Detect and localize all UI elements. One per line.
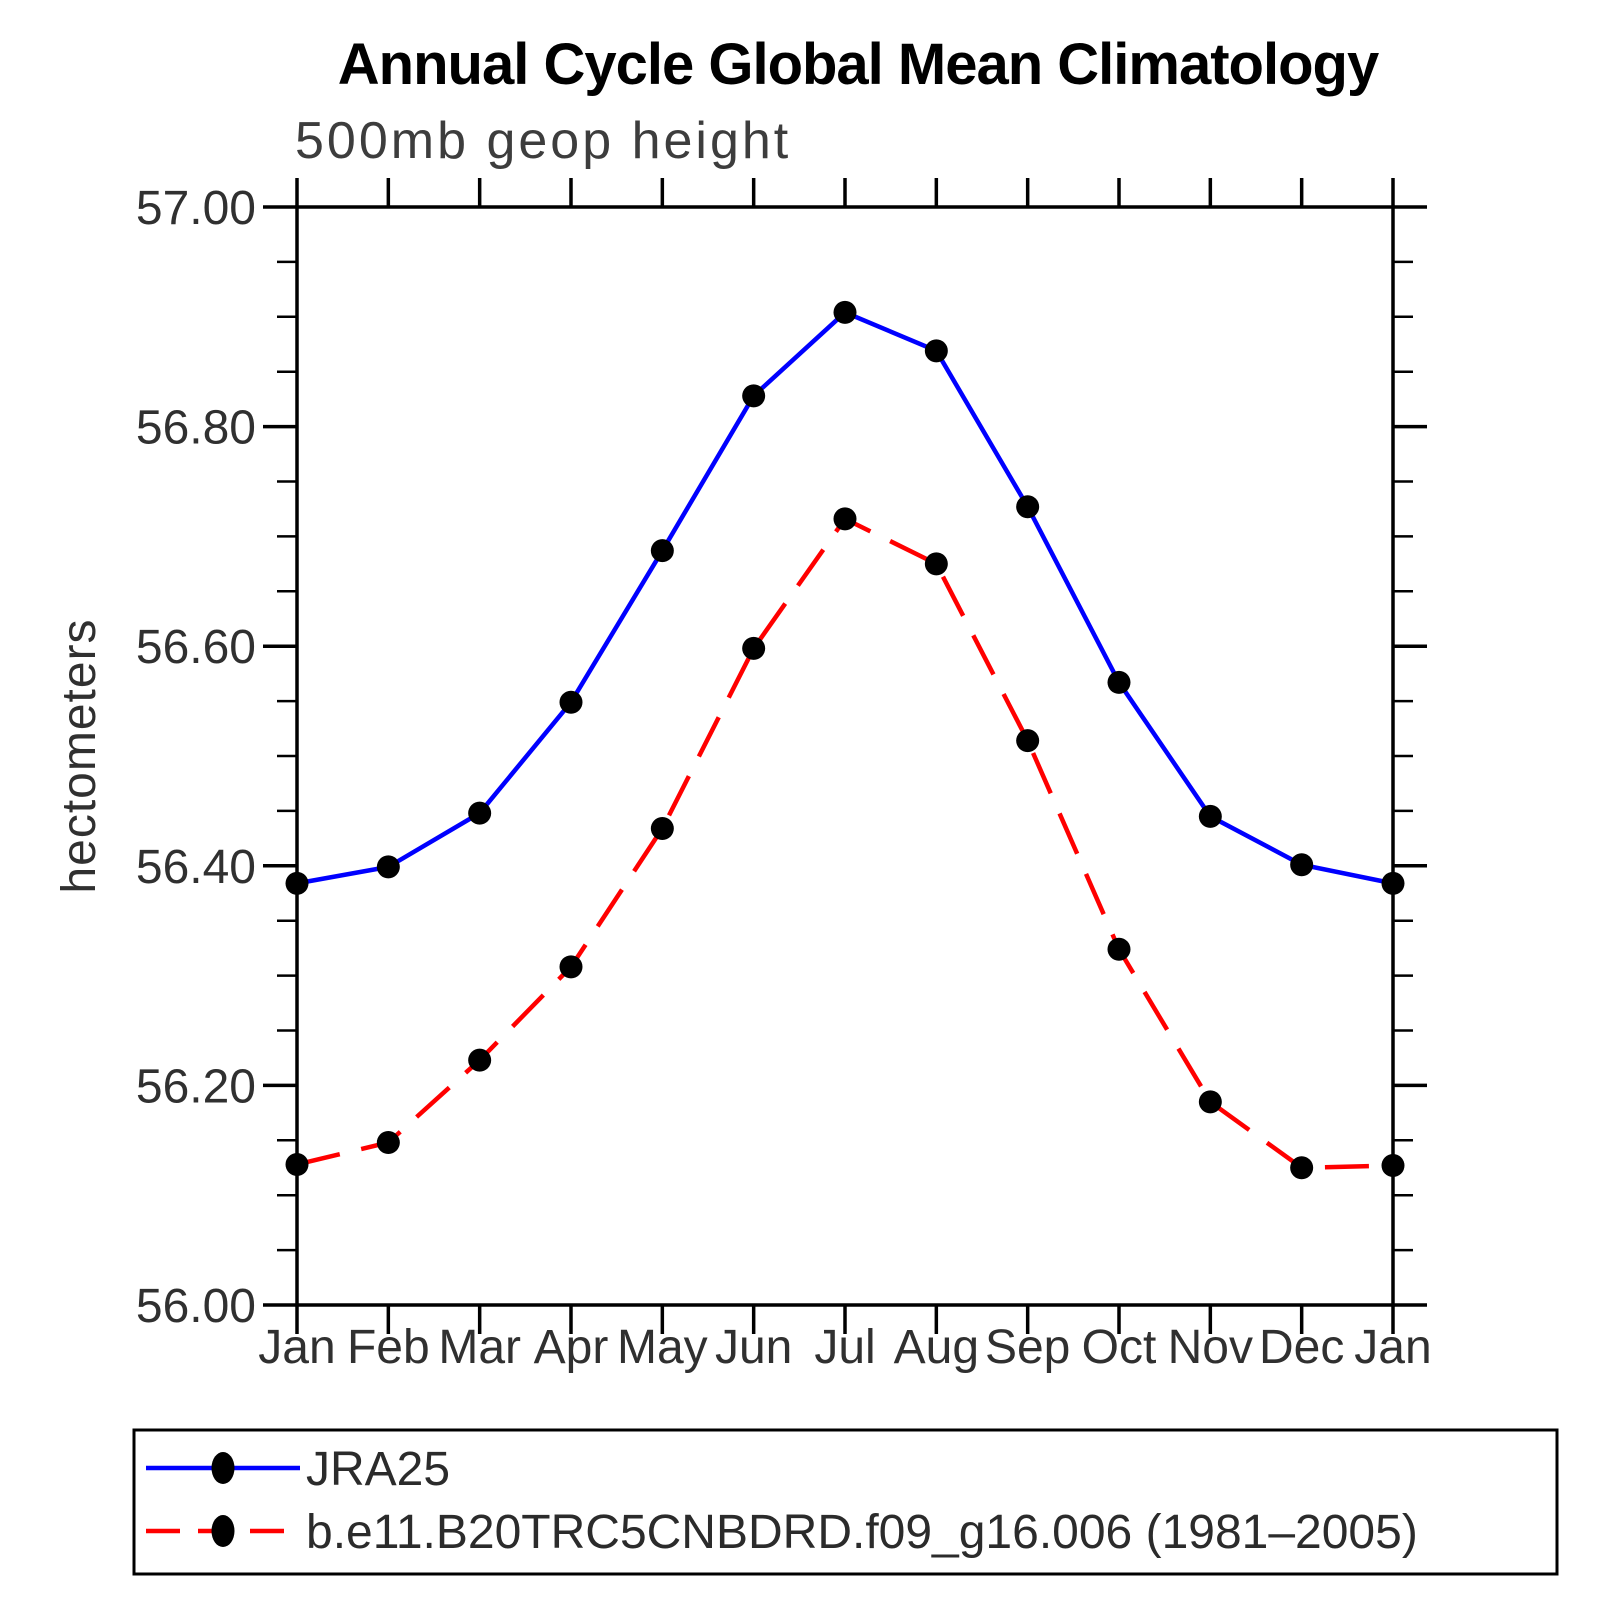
legend-marker-icon	[211, 1452, 235, 1484]
legend-label-jra25: JRA25	[306, 1443, 450, 1496]
x-tick-label: Jul	[814, 1321, 875, 1374]
data-point-marker-s0	[1016, 495, 1040, 519]
legend-label-model: b.e11.B20TRC5CNBDRD.f09_g16.006 (1981–20…	[306, 1506, 1418, 1559]
data-point-marker-s0	[833, 300, 857, 324]
data-point-marker-s0	[1290, 853, 1314, 877]
x-tick-label: Oct	[1082, 1321, 1157, 1374]
y-tick-label: 56.00	[136, 1280, 256, 1333]
data-point-marker-s0	[1107, 670, 1131, 694]
y-tick-label: 56.20	[136, 1060, 256, 1113]
data-point-marker-s1	[1290, 1156, 1314, 1180]
data-point-marker-s1	[468, 1048, 492, 1072]
legend-marker-icon	[211, 1515, 235, 1547]
data-point-marker-s1	[924, 552, 948, 576]
series-layer	[285, 300, 1405, 1180]
data-point-marker-s0	[559, 690, 583, 714]
data-point-marker-s0	[468, 801, 492, 825]
data-point-marker-s1	[833, 507, 857, 531]
series-line-0	[296, 309, 1394, 886]
x-tick-label: Mar	[438, 1321, 521, 1374]
page-title: Annual Cycle Global Mean Climatology	[338, 32, 1379, 97]
data-point-marker-s1	[285, 1152, 309, 1176]
data-point-marker-s1	[1381, 1154, 1405, 1178]
x-tick-label: Jan	[1354, 1321, 1431, 1374]
x-tick-label: Aug	[894, 1321, 979, 1374]
y-tick-label: 56.60	[136, 621, 256, 674]
legend-box	[132, 1428, 1559, 1576]
data-point-marker-s0	[1381, 871, 1405, 895]
legend: JRA25 b.e11.B20TRC5CNBDRD.f09_g16.006 (1…	[132, 1428, 1559, 1576]
data-point-marker-s1	[559, 955, 583, 979]
x-tick-label: Jun	[715, 1321, 792, 1374]
data-point-marker-s0	[742, 384, 766, 408]
x-tick-label: Nov	[1168, 1321, 1253, 1374]
chart-subtitle: 500mb geop height	[295, 112, 791, 170]
x-tick-label: Dec	[1259, 1321, 1344, 1374]
data-point-marker-s0	[285, 871, 309, 895]
data-point-marker-s1	[650, 816, 674, 840]
data-point-marker-s1	[1016, 729, 1040, 753]
legend-entry-model: b.e11.B20TRC5CNBDRD.f09_g16.006 (1981–20…	[146, 1506, 1418, 1559]
x-tick-label: Sep	[985, 1321, 1070, 1374]
y-tick-label: 56.80	[136, 402, 256, 455]
y-tick-label: 57.00	[136, 182, 256, 235]
x-tick-label: Apr	[534, 1321, 609, 1374]
x-tick-label: May	[617, 1321, 708, 1374]
data-point-marker-s1	[742, 636, 766, 660]
data-point-marker-s0	[1198, 804, 1222, 828]
data-point-marker-s1	[1198, 1090, 1222, 1114]
y-tick-label: 56.40	[136, 841, 256, 894]
y-axis-label: hectometers	[53, 618, 106, 893]
data-point-marker-s0	[924, 339, 948, 363]
plot-frame	[295, 205, 1395, 1307]
data-point-marker-s1	[376, 1130, 400, 1154]
data-point-marker-s1	[1107, 937, 1131, 961]
series-line-1	[296, 515, 1394, 1171]
data-point-marker-s0	[650, 539, 674, 563]
x-tick-label: Jan	[258, 1321, 335, 1374]
x-tick-label: Feb	[347, 1321, 430, 1374]
legend-entry-jra25: JRA25	[146, 1443, 450, 1496]
data-point-marker-s0	[376, 855, 400, 879]
